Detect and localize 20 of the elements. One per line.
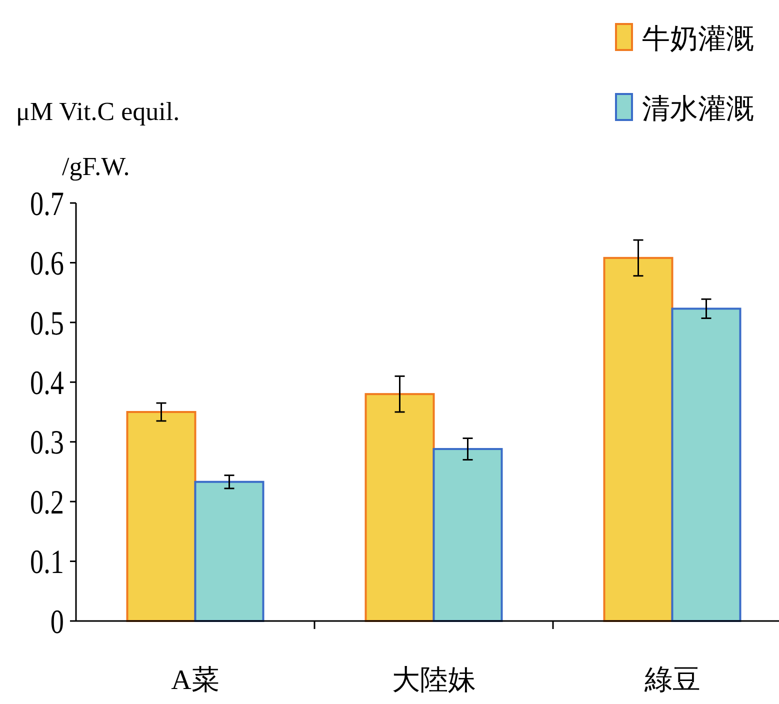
bar [194,480,264,622]
y-tick-label: 0 [50,603,64,641]
bar [364,393,435,622]
x-tick-label: A菜 [171,665,220,696]
legend-label: 牛奶灌溉 [642,24,754,55]
bar [671,308,742,622]
y-axis-title: μM Vit.C equil. /gF.W. [16,97,180,181]
y-tick-label: 0.5 [30,304,64,342]
y-tick-label: 0.3 [30,424,64,462]
legend-label: 清水灌溉 [642,94,754,125]
y-tick-label: 0.2 [30,484,64,522]
x-tick-label: 綠豆 [643,665,700,696]
y-tick-label: 0.6 [30,244,64,282]
x-tick-label: 大陸妹 [392,665,476,696]
bar [603,256,674,622]
bar [126,411,196,622]
y-tick-label: 0.4 [30,364,64,402]
bar [432,448,503,622]
y-tick-label: 0.1 [30,543,64,581]
y-tick-label: 0.7 [30,185,64,223]
